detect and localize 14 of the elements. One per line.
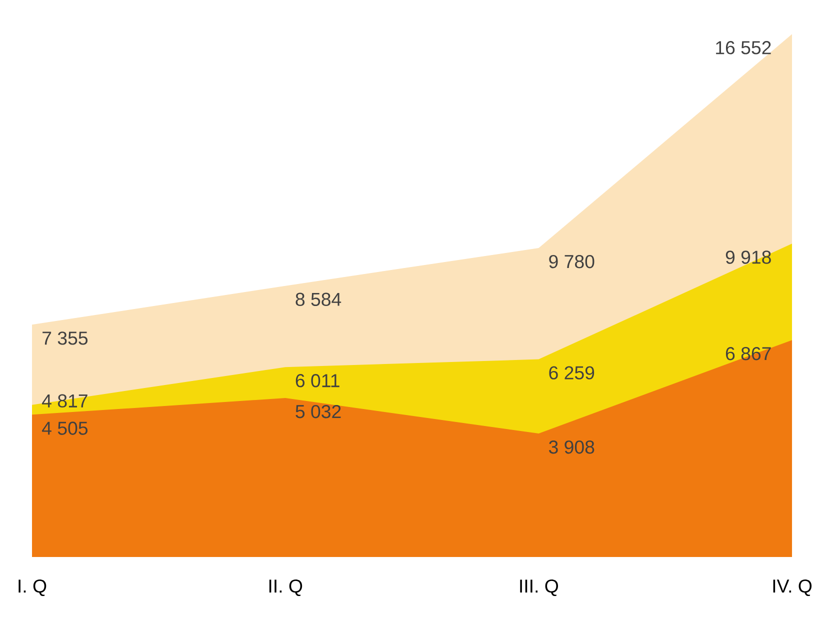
- data-label: 16 552: [716, 41, 771, 54]
- x-tick-label: III. Q: [520, 579, 558, 596]
- data-label: 5 032: [296, 404, 341, 418]
- data-label: 7 355: [42, 332, 88, 345]
- data-label: 6 259: [549, 366, 594, 380]
- x-tick-label: II. Q: [269, 579, 302, 596]
- data-label: 9 780: [549, 254, 594, 268]
- x-tick-label: I. Q: [18, 579, 46, 596]
- data-label: 6 011: [296, 374, 340, 388]
- data-label: 3 908: [548, 440, 594, 454]
- data-label: 6 867: [726, 346, 771, 360]
- data-label: 4 505: [42, 422, 88, 435]
- data-label: 8 584: [296, 292, 342, 306]
- x-tick-label: IV. Q: [773, 579, 812, 596]
